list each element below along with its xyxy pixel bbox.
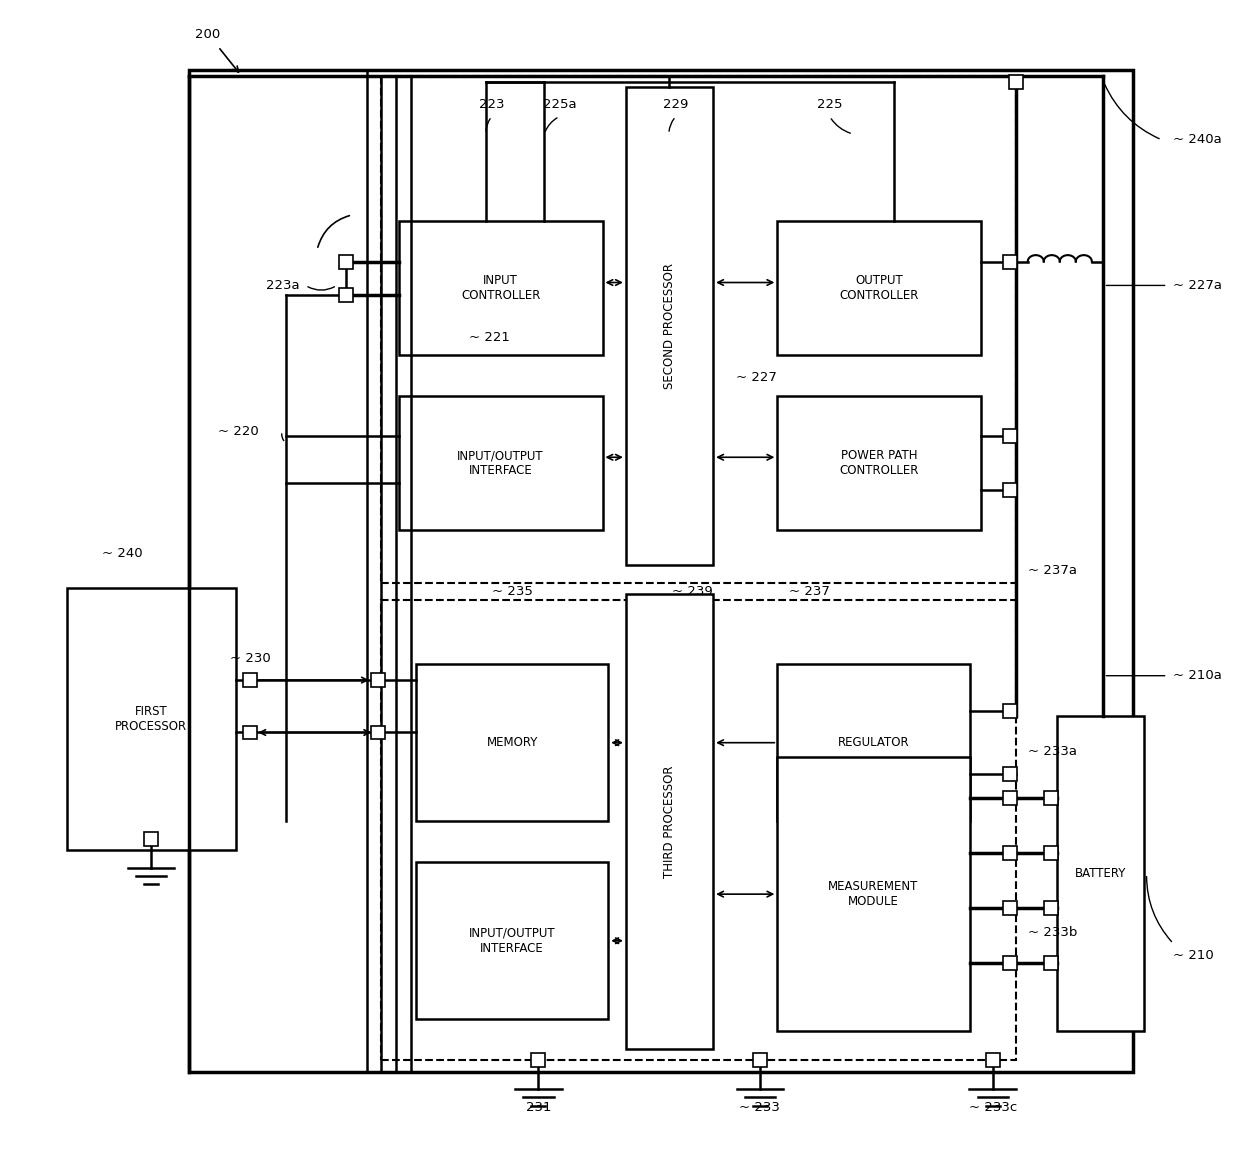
FancyBboxPatch shape [371, 673, 384, 687]
FancyBboxPatch shape [1003, 901, 1017, 915]
FancyBboxPatch shape [532, 1053, 546, 1067]
Text: 223: 223 [479, 98, 505, 111]
FancyBboxPatch shape [243, 673, 257, 687]
FancyBboxPatch shape [340, 255, 353, 269]
FancyBboxPatch shape [144, 832, 157, 846]
FancyBboxPatch shape [243, 726, 257, 740]
FancyBboxPatch shape [1044, 791, 1058, 805]
Text: ~ 220: ~ 220 [218, 424, 259, 438]
FancyBboxPatch shape [1003, 704, 1017, 718]
FancyBboxPatch shape [1003, 791, 1017, 805]
Text: BATTERY: BATTERY [1075, 867, 1126, 881]
Text: ~ 227: ~ 227 [737, 372, 777, 384]
Text: MEASUREMENT
MODULE: MEASUREMENT MODULE [828, 880, 919, 909]
Text: 200: 200 [195, 28, 219, 42]
FancyBboxPatch shape [340, 288, 353, 302]
Text: ~ 230: ~ 230 [229, 651, 270, 665]
Text: ~ 233b: ~ 233b [1028, 925, 1078, 939]
FancyBboxPatch shape [777, 221, 981, 355]
Text: ~ 210a: ~ 210a [1173, 669, 1223, 683]
FancyBboxPatch shape [626, 87, 713, 565]
FancyBboxPatch shape [753, 1053, 766, 1067]
FancyBboxPatch shape [67, 588, 236, 850]
Text: ~ 240a: ~ 240a [1173, 133, 1223, 147]
Text: SECOND PROCESSOR: SECOND PROCESSOR [663, 263, 676, 389]
Text: ~ 210: ~ 210 [1173, 948, 1214, 962]
Text: OUTPUT
CONTROLLER: OUTPUT CONTROLLER [839, 274, 919, 303]
FancyBboxPatch shape [1056, 716, 1145, 1031]
Text: MEMORY: MEMORY [486, 736, 538, 749]
FancyBboxPatch shape [986, 1053, 999, 1067]
Text: POWER PATH
CONTROLLER: POWER PATH CONTROLLER [839, 449, 919, 478]
FancyBboxPatch shape [1044, 846, 1058, 860]
FancyBboxPatch shape [188, 70, 1132, 1072]
FancyBboxPatch shape [777, 396, 981, 530]
Text: INPUT/OUTPUT
INTERFACE: INPUT/OUTPUT INTERFACE [469, 926, 556, 955]
Text: INPUT
CONTROLLER: INPUT CONTROLLER [461, 274, 541, 303]
Text: ~ 235: ~ 235 [492, 585, 533, 598]
FancyBboxPatch shape [417, 862, 609, 1019]
Text: ~ 227a: ~ 227a [1173, 278, 1223, 292]
FancyBboxPatch shape [1003, 955, 1017, 969]
Text: ~ 240: ~ 240 [102, 546, 143, 560]
Text: ~ 233: ~ 233 [739, 1101, 780, 1114]
Text: ~ 233c: ~ 233c [968, 1101, 1017, 1114]
Text: 223a: 223a [267, 278, 300, 292]
Text: 231: 231 [526, 1101, 552, 1114]
FancyBboxPatch shape [1003, 429, 1017, 443]
FancyBboxPatch shape [1044, 955, 1058, 969]
Text: ~ 237a: ~ 237a [1028, 564, 1076, 578]
Text: ~ 233a: ~ 233a [1028, 744, 1076, 758]
FancyBboxPatch shape [777, 664, 970, 821]
FancyBboxPatch shape [1003, 846, 1017, 860]
Text: 225a: 225a [543, 98, 577, 111]
Text: INPUT/OUTPUT
INTERFACE: INPUT/OUTPUT INTERFACE [458, 449, 544, 478]
FancyBboxPatch shape [1003, 255, 1017, 269]
FancyBboxPatch shape [371, 726, 384, 740]
Text: FIRST
PROCESSOR: FIRST PROCESSOR [115, 705, 187, 734]
Text: ~ 221: ~ 221 [469, 331, 510, 344]
Text: THIRD PROCESSOR: THIRD PROCESSOR [663, 765, 676, 877]
FancyBboxPatch shape [398, 396, 603, 530]
FancyBboxPatch shape [777, 757, 970, 1031]
FancyBboxPatch shape [1003, 768, 1017, 782]
Text: 229: 229 [663, 98, 688, 111]
FancyBboxPatch shape [417, 664, 609, 821]
FancyBboxPatch shape [626, 594, 713, 1048]
Text: REGULATOR: REGULATOR [837, 736, 909, 749]
Text: 225: 225 [817, 98, 842, 111]
FancyBboxPatch shape [398, 221, 603, 355]
FancyBboxPatch shape [1003, 482, 1017, 496]
FancyBboxPatch shape [1044, 901, 1058, 915]
Text: ~ 239: ~ 239 [672, 585, 713, 598]
FancyBboxPatch shape [1009, 75, 1023, 89]
Text: ~ 237: ~ 237 [789, 585, 830, 598]
